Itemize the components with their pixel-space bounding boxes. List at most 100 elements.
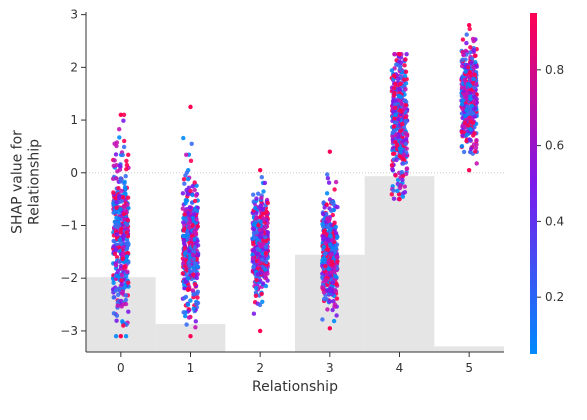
data-point	[114, 232, 119, 237]
data-point	[187, 249, 192, 254]
y-tick-label: 3	[70, 8, 78, 22]
data-point	[320, 285, 325, 290]
data-point	[185, 210, 191, 216]
data-point	[121, 118, 126, 123]
data-point	[403, 141, 408, 147]
colorbar-tick-label: 0.4	[545, 214, 564, 228]
data-point	[403, 118, 409, 124]
data-point	[123, 187, 128, 192]
data-point	[467, 50, 473, 55]
data-point	[466, 167, 472, 173]
data-point	[328, 289, 333, 294]
data-point	[115, 274, 121, 279]
data-point	[322, 230, 327, 235]
data-point	[467, 26, 472, 32]
data-point	[334, 296, 340, 301]
data-point	[330, 238, 335, 243]
data-point	[259, 175, 264, 180]
data-point	[187, 264, 192, 269]
data-point	[394, 157, 399, 163]
data-point	[115, 303, 120, 308]
data-point	[122, 191, 127, 196]
data-point	[469, 56, 475, 61]
data-point	[473, 149, 478, 154]
data-point	[397, 146, 403, 151]
data-point	[111, 280, 116, 285]
data-point	[113, 247, 119, 252]
data-point	[124, 162, 130, 168]
data-point	[253, 293, 259, 298]
data-point	[392, 90, 397, 96]
data-point	[332, 187, 337, 192]
data-point	[252, 235, 257, 240]
data-point	[322, 205, 327, 210]
data-point	[334, 313, 339, 318]
data-point	[333, 288, 339, 294]
data-point	[117, 195, 122, 201]
data-point	[121, 144, 127, 150]
data-point	[404, 171, 409, 177]
data-point	[119, 278, 124, 283]
data-point	[185, 287, 191, 292]
data-point	[330, 280, 335, 285]
data-point	[394, 62, 399, 67]
data-point	[398, 128, 403, 134]
data-point	[257, 328, 263, 334]
data-point	[403, 115, 408, 120]
data-point	[470, 110, 476, 116]
data-point	[185, 302, 191, 307]
data-point	[114, 255, 120, 260]
data-point	[323, 264, 328, 269]
data-point	[403, 57, 408, 62]
data-point	[333, 179, 339, 185]
data-point	[193, 319, 198, 324]
data-point	[331, 202, 336, 207]
data-point	[183, 313, 188, 319]
data-point	[119, 199, 124, 204]
data-point	[399, 102, 405, 107]
data-point	[115, 268, 121, 273]
data-point	[332, 302, 337, 307]
data-point	[113, 152, 119, 157]
data-point	[183, 279, 188, 285]
data-point	[186, 261, 191, 266]
data-point	[321, 244, 326, 250]
x-tick-label: 0	[117, 361, 125, 375]
data-point	[398, 81, 403, 87]
data-point	[322, 258, 327, 263]
data-point	[327, 299, 332, 304]
data-point	[121, 234, 126, 239]
data-point	[470, 36, 476, 42]
data-point	[126, 280, 131, 285]
data-point	[251, 226, 256, 232]
data-point	[123, 334, 129, 339]
data-point	[325, 176, 331, 181]
data-point	[257, 302, 263, 308]
data-point	[466, 111, 472, 116]
data-point	[460, 63, 465, 69]
data-point	[182, 212, 187, 217]
data-point	[389, 163, 395, 168]
data-point	[125, 251, 131, 256]
data-point	[124, 230, 129, 235]
data-point	[330, 259, 335, 265]
data-point	[329, 208, 334, 213]
data-point	[117, 163, 123, 168]
data-point	[194, 275, 200, 281]
data-point	[121, 204, 127, 209]
colorbar-ticks: 0.2 0.4 0.6 0.8	[537, 63, 564, 304]
data-point	[472, 131, 477, 136]
data-point	[261, 216, 266, 221]
data-point	[392, 109, 397, 114]
data-point	[328, 242, 333, 247]
data-point	[258, 243, 263, 249]
data-point	[468, 127, 474, 132]
data-point	[112, 158, 117, 163]
data-point	[193, 232, 199, 237]
data-point	[330, 307, 335, 313]
data-point	[124, 209, 129, 214]
data-point	[116, 216, 121, 221]
data-point	[462, 77, 467, 83]
data-point	[118, 240, 124, 245]
histogram-bar	[364, 176, 435, 352]
